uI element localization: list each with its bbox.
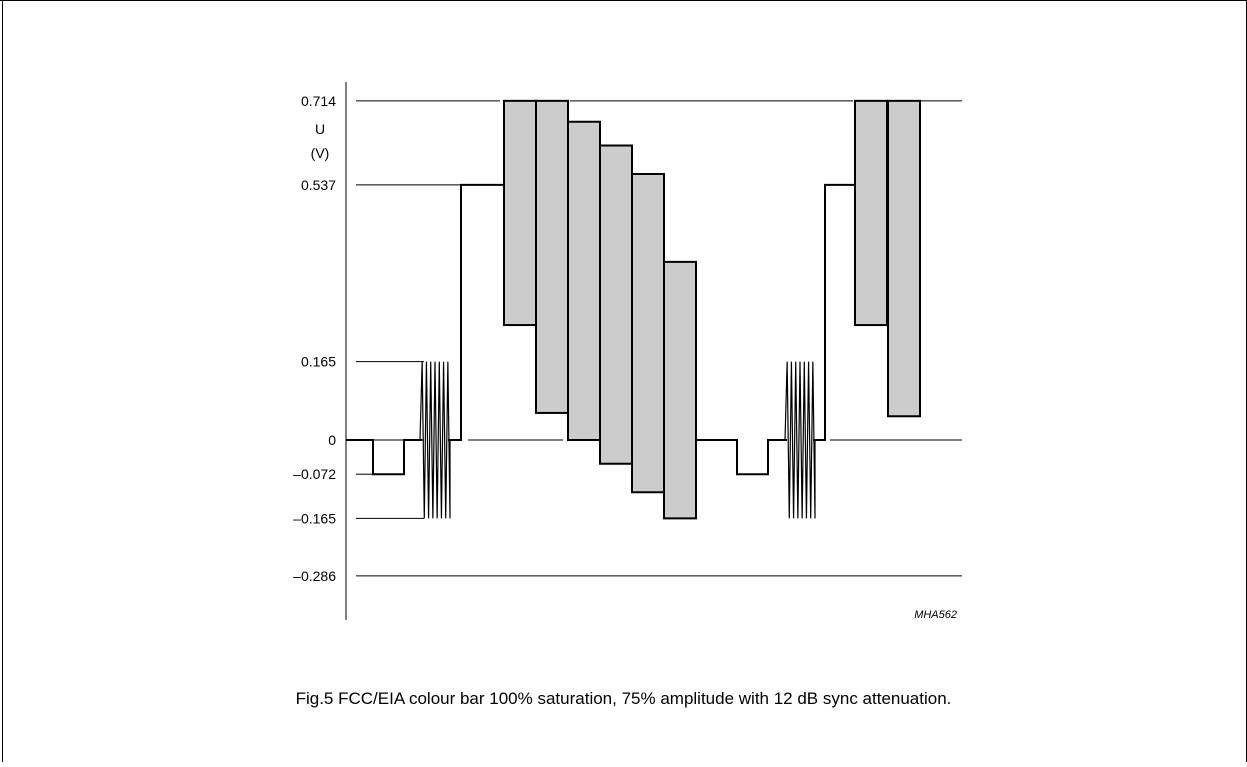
tick-label: 0.165 (301, 354, 336, 370)
tick-label: 0.537 (301, 177, 336, 193)
colour-bar (663, 260, 697, 520)
tick-label: 0.714 (301, 93, 336, 109)
colour-bar (599, 144, 633, 465)
colour-bar (535, 99, 569, 414)
colour-burst (784, 361, 816, 519)
colour-bar (503, 99, 537, 327)
unit-label: (V) (311, 145, 330, 161)
tick-label: –0.165 (293, 510, 336, 526)
tick-label: –0.072 (293, 466, 336, 482)
colour-bar (854, 99, 888, 327)
colour-bar (631, 173, 665, 494)
tick-label: –0.286 (293, 568, 336, 584)
figure-code: MHA562 (914, 609, 957, 621)
unit-symbol-label: U (315, 121, 325, 137)
colour-burst (419, 361, 451, 519)
colour-bar (887, 99, 921, 418)
colour-bars (503, 99, 921, 520)
tick-labels: 0.714 0.537 0.165 0 –0.072 –0.165 –0.286 (293, 93, 336, 584)
colour-bar (567, 120, 601, 441)
tick-label: 0 (328, 432, 336, 448)
video-waveform (346, 183, 855, 476)
figure-caption: Fig.5 FCC/EIA colour bar 100% saturation… (295, 689, 952, 708)
colour-bursts (419, 361, 816, 519)
